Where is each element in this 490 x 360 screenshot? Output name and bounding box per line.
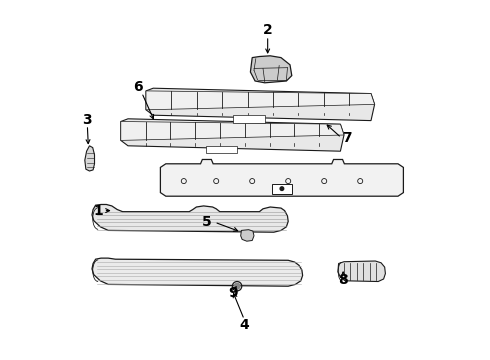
Circle shape <box>234 283 240 289</box>
Polygon shape <box>85 146 95 171</box>
Polygon shape <box>92 204 288 232</box>
Polygon shape <box>121 122 344 140</box>
Text: 3: 3 <box>82 113 92 127</box>
Polygon shape <box>338 261 386 282</box>
Polygon shape <box>160 159 403 196</box>
Polygon shape <box>146 88 374 121</box>
Text: 9: 9 <box>229 286 238 300</box>
Polygon shape <box>233 115 265 123</box>
Text: 1: 1 <box>94 204 103 217</box>
Bar <box>272 184 292 194</box>
Text: 8: 8 <box>339 273 348 287</box>
Text: 4: 4 <box>240 318 249 332</box>
Polygon shape <box>92 258 303 286</box>
Circle shape <box>280 187 284 190</box>
Text: 7: 7 <box>342 131 351 145</box>
Polygon shape <box>146 91 374 110</box>
Text: 5: 5 <box>202 215 212 229</box>
Text: 2: 2 <box>263 23 272 37</box>
Text: 6: 6 <box>133 81 143 94</box>
Polygon shape <box>121 119 344 151</box>
Polygon shape <box>241 230 254 241</box>
Polygon shape <box>206 146 237 153</box>
Polygon shape <box>250 56 292 83</box>
